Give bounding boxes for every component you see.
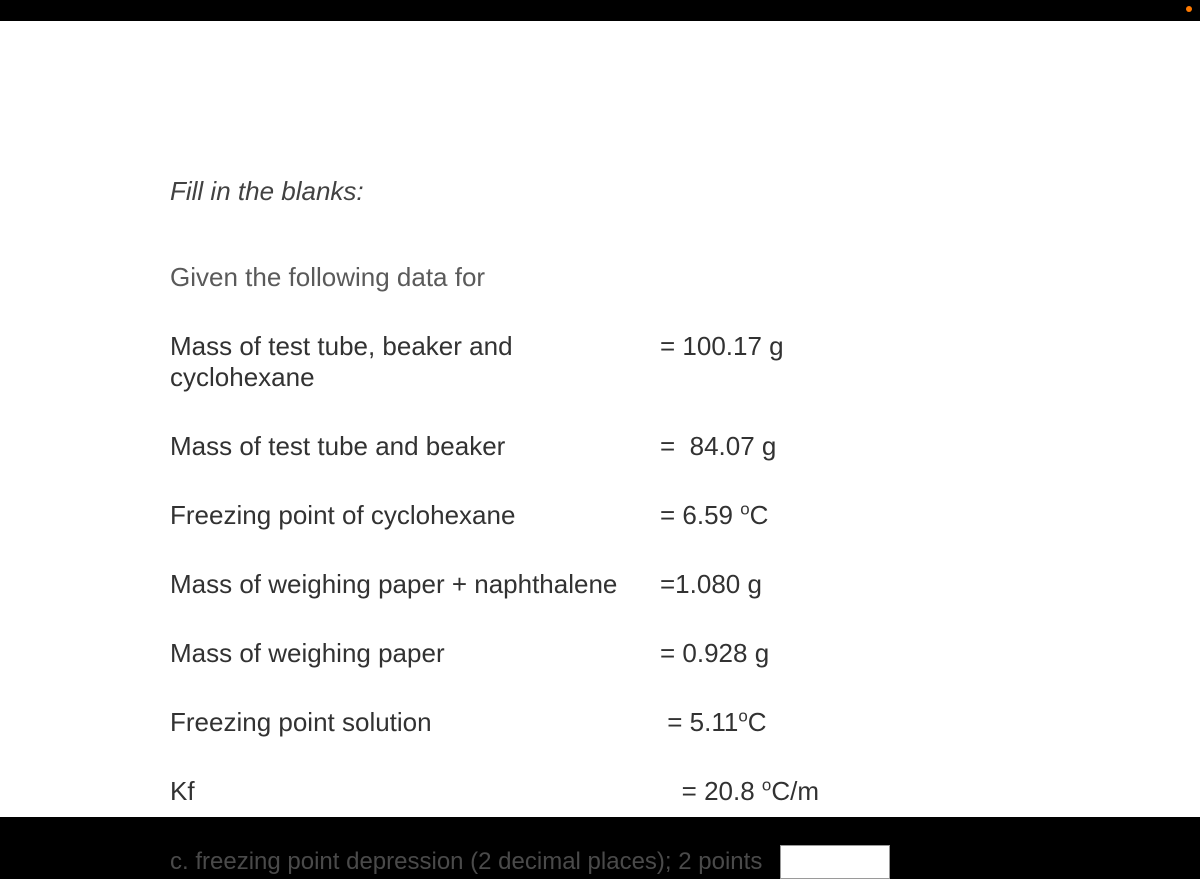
data-value: =1.080 g (660, 569, 762, 600)
data-value: = 100.17 g (660, 331, 784, 362)
instruction-text: Fill in the blanks: (170, 176, 1070, 207)
question-row: c. freezing point depression (2 decimal … (170, 845, 1070, 879)
data-label: Mass of test tube and beaker (170, 431, 660, 462)
data-label: Mass of test tube, beaker and cyclohexan… (170, 331, 660, 393)
question-text: c. freezing point depression (2 decimal … (170, 848, 762, 876)
document-page: Fill in the blanks: Given the following … (0, 21, 1200, 817)
data-row: Mass of test tube and beaker = 84.07 g (170, 431, 1070, 462)
intro-text: Given the following data for (170, 262, 1070, 293)
data-value: = 6.59 oC (660, 500, 768, 531)
data-value: = 5.11oC (660, 707, 767, 738)
data-row: Kf = 20.8 oC/m (170, 776, 1070, 807)
data-row: Mass of weighing paper + naphthalene =1.… (170, 569, 1070, 600)
data-label: Freezing point solution (170, 707, 660, 738)
data-value: = 84.07 g (660, 431, 776, 462)
data-value: = 0.928 g (660, 638, 769, 669)
data-row: Mass of test tube, beaker and cyclohexan… (170, 331, 1070, 393)
data-row: Freezing point solution = 5.11oC (170, 707, 1070, 738)
data-label: Kf (170, 776, 660, 807)
data-value: = 20.8 oC/m (660, 776, 819, 807)
recording-dot-icon (1186, 6, 1192, 12)
data-label: Mass of weighing paper (170, 638, 660, 669)
data-label: Freezing point of cyclohexane (170, 500, 660, 531)
data-row: Freezing point of cyclohexane = 6.59 oC (170, 500, 1070, 531)
answer-input[interactable] (780, 845, 890, 879)
data-label: Mass of weighing paper + naphthalene (170, 569, 660, 600)
data-row: Mass of weighing paper = 0.928 g (170, 638, 1070, 669)
content-region: Fill in the blanks: Given the following … (170, 176, 1070, 879)
